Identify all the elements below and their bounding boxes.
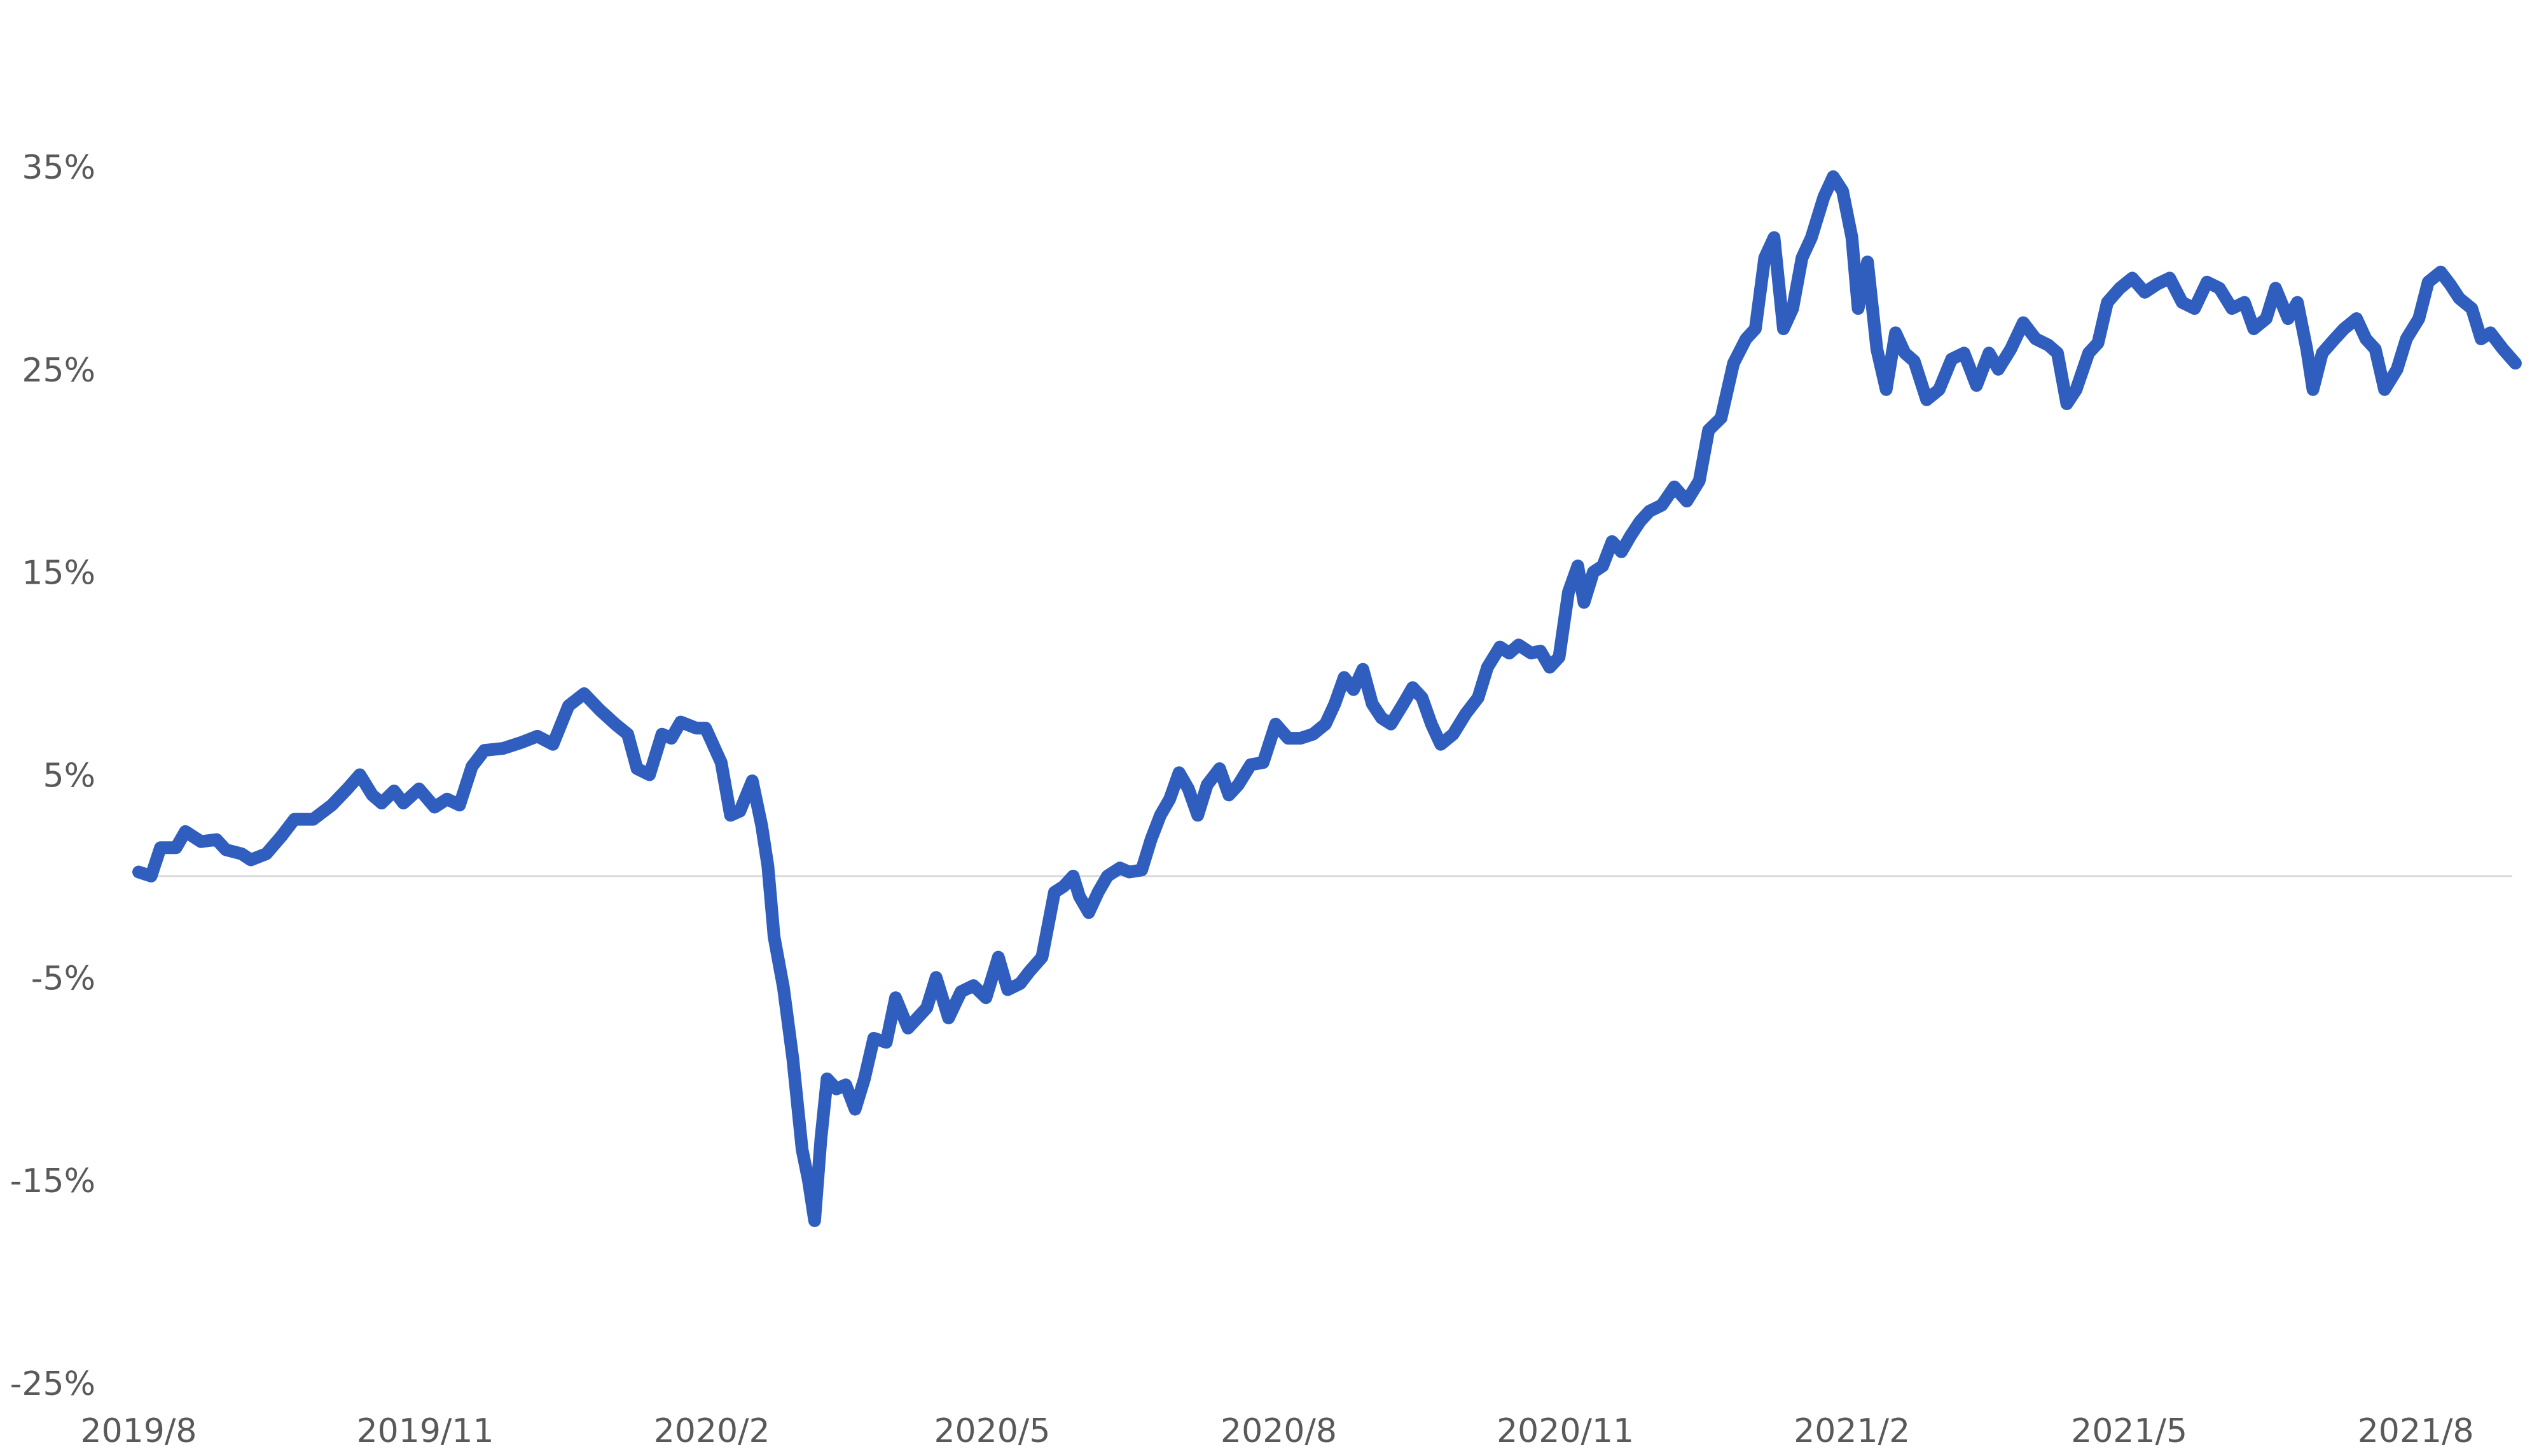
y-axis-labels: 35% 25% 15% 5% -5% -15% -25% [10, 149, 95, 1403]
x-axis-labels: 2019/8 2019/11 2020/2 2020/5 2020/8 2020… [81, 1412, 2474, 1450]
x-tick-label: 2019/8 [81, 1412, 197, 1450]
y-tick-label: 15% [22, 554, 95, 593]
x-tick-label: 2020/11 [1497, 1412, 1634, 1450]
y-tick-label: 5% [43, 757, 96, 795]
x-tick-label: 2021/2 [1794, 1412, 1910, 1450]
x-tick-label: 2019/11 [357, 1412, 494, 1450]
y-tick-label: 35% [22, 149, 95, 187]
x-tick-label: 2020/5 [934, 1412, 1050, 1450]
series-line [132, 170, 2522, 1227]
y-tick-label: -5% [31, 959, 95, 998]
x-tick-label: 2020/2 [654, 1412, 770, 1450]
y-tick-label: 25% [22, 352, 95, 390]
y-tick-label: -15% [10, 1162, 95, 1200]
x-tick-label: 2021/5 [2071, 1412, 2187, 1450]
x-tick-label: 2020/8 [1221, 1412, 1337, 1450]
y-tick-label: -25% [10, 1365, 95, 1403]
x-tick-label: 2021/8 [2358, 1412, 2474, 1450]
